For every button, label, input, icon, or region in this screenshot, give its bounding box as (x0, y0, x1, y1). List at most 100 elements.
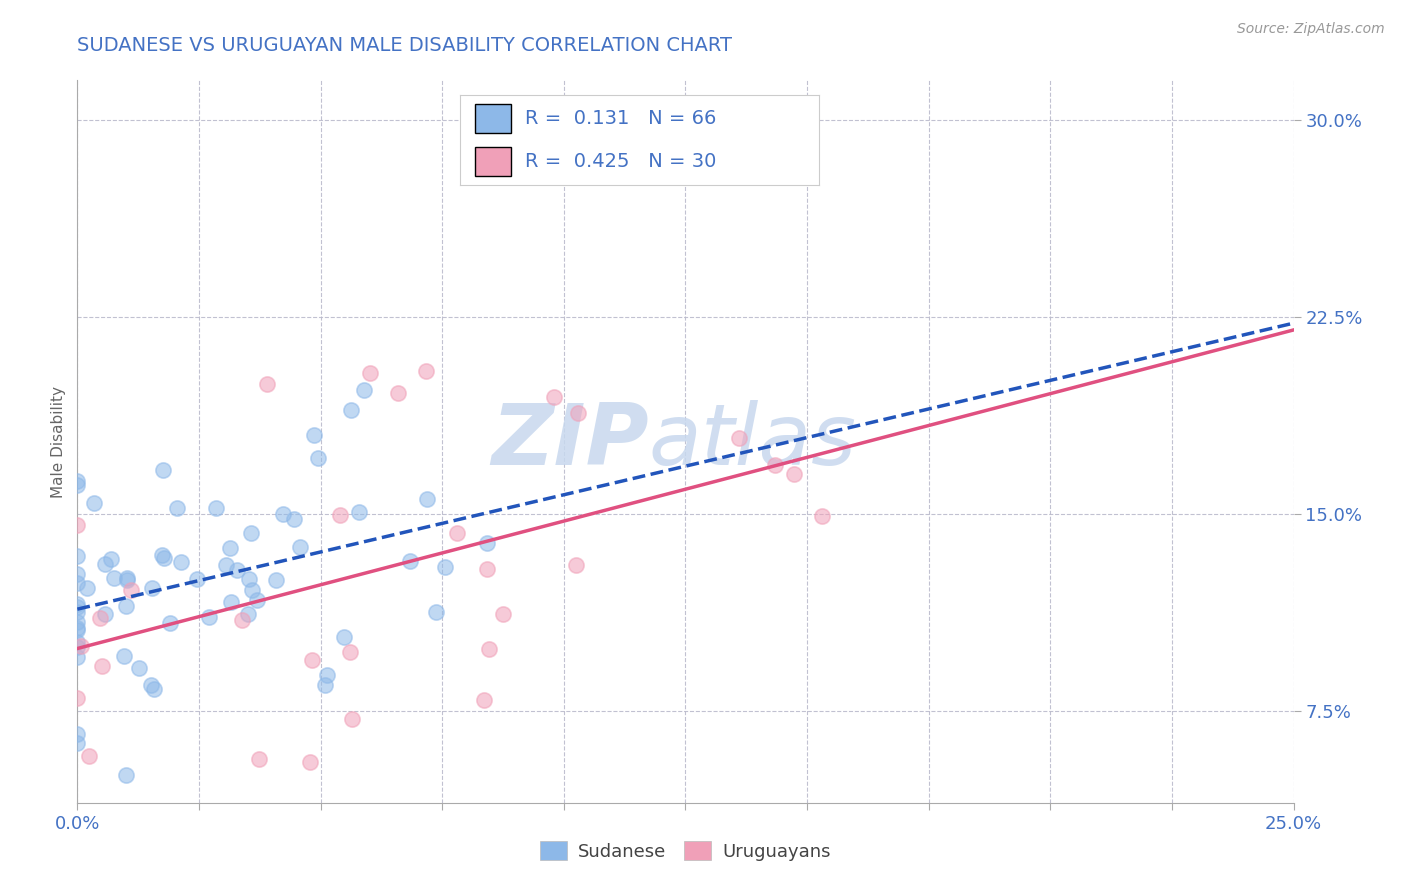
Point (810, 509, 832, 524)
Point (238, 572, 260, 586)
Point (115, 599, 138, 613)
Point (186, 572, 208, 586)
Text: atlas: atlas (650, 400, 856, 483)
Point (415, 364, 437, 378)
Point (66, 640, 89, 655)
Point (307, 450, 329, 465)
Point (66, 634, 89, 648)
Point (128, 661, 150, 675)
Point (66, 605, 89, 619)
Y-axis label: Male Disability: Male Disability (51, 385, 66, 498)
Point (349, 505, 371, 519)
Point (231, 613, 253, 627)
Text: Source: ZipAtlas.com: Source: ZipAtlas.com (1237, 22, 1385, 37)
Point (115, 573, 138, 587)
Point (273, 508, 295, 522)
Point (472, 693, 495, 707)
Point (103, 571, 125, 585)
Point (416, 491, 439, 506)
Point (77, 749, 100, 764)
Point (66, 575, 89, 590)
Point (112, 649, 135, 664)
Point (359, 366, 381, 380)
Point (246, 592, 269, 607)
Point (66, 623, 89, 637)
Point (218, 541, 240, 555)
Point (66, 615, 89, 629)
Point (152, 549, 174, 563)
Point (340, 711, 363, 725)
Point (120, 583, 142, 598)
Point (239, 526, 262, 541)
Point (66, 567, 89, 582)
Point (433, 560, 456, 574)
Point (91, 659, 114, 673)
Point (66, 475, 89, 489)
Text: SUDANESE VS URUGUAYAN MALE DISABILITY CORRELATION CHART: SUDANESE VS URUGUAYAN MALE DISABILITY CO… (77, 36, 733, 54)
Point (543, 390, 565, 404)
Point (475, 562, 498, 576)
Point (302, 427, 325, 442)
Point (353, 383, 375, 397)
Point (242, 583, 264, 598)
Point (66, 549, 89, 563)
Point (288, 540, 311, 554)
Point (115, 571, 138, 585)
Point (66, 621, 89, 635)
Point (333, 630, 356, 644)
Point (283, 512, 305, 526)
Point (152, 462, 174, 476)
Point (205, 500, 228, 515)
Point (247, 752, 270, 766)
Point (221, 595, 243, 609)
Point (66, 597, 89, 611)
Point (264, 573, 287, 587)
Point (783, 467, 806, 481)
Point (83, 496, 105, 510)
Point (316, 667, 339, 681)
Point (298, 755, 321, 769)
Point (66, 478, 89, 492)
Point (567, 406, 589, 420)
Point (225, 564, 247, 578)
Point (139, 678, 162, 692)
Point (477, 535, 499, 549)
Point (100, 552, 122, 566)
Point (236, 607, 259, 622)
Point (301, 653, 323, 667)
Point (94, 557, 117, 571)
Point (66, 649, 89, 664)
Point (314, 678, 336, 692)
Text: ZIP: ZIP (491, 400, 650, 483)
Point (329, 508, 352, 523)
Point (492, 607, 515, 621)
Point (89, 611, 111, 625)
Point (340, 403, 363, 417)
Point (565, 558, 588, 573)
Point (66, 517, 89, 532)
Point (66, 599, 89, 614)
Point (477, 642, 499, 657)
Point (425, 605, 447, 619)
Point (170, 555, 193, 569)
Point (339, 645, 361, 659)
Point (198, 610, 221, 624)
Point (141, 581, 163, 595)
Point (115, 768, 138, 782)
Point (446, 525, 468, 540)
Point (66, 736, 89, 750)
Point (256, 376, 278, 391)
Point (153, 550, 176, 565)
Point (166, 500, 188, 515)
Point (94, 607, 117, 621)
Point (159, 615, 181, 630)
Point (214, 558, 236, 573)
Point (763, 458, 786, 473)
Point (142, 681, 165, 696)
Point (66, 726, 89, 740)
Point (66, 690, 89, 705)
Point (727, 431, 749, 445)
Point (76, 582, 98, 596)
Point (70, 639, 93, 653)
Point (387, 385, 409, 400)
